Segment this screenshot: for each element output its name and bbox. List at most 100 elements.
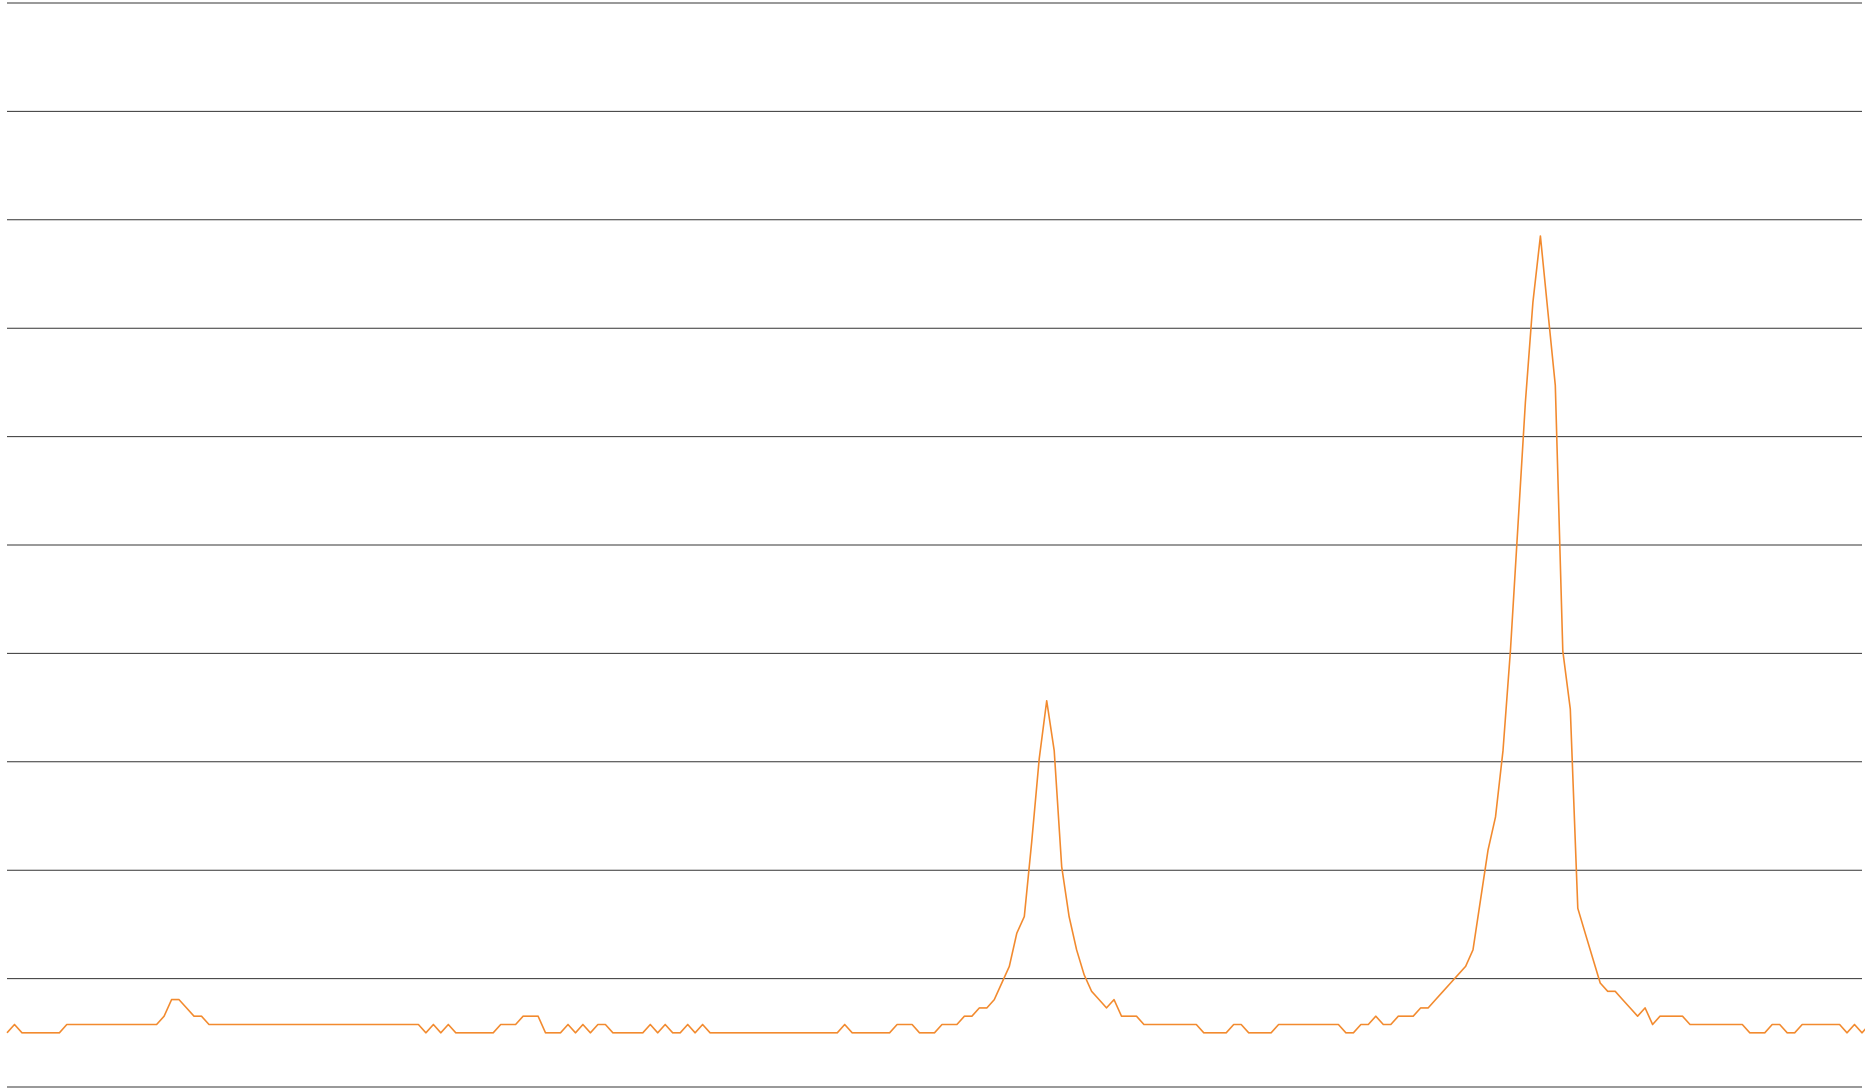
data-point bbox=[1517, 526, 1519, 528]
data-point bbox=[1510, 650, 1512, 652]
data-point bbox=[837, 1032, 839, 1034]
data-point bbox=[1412, 1015, 1414, 1017]
data-point bbox=[126, 1024, 128, 1026]
data-point bbox=[1278, 1024, 1280, 1026]
data-point bbox=[231, 1024, 233, 1026]
data-point bbox=[964, 1015, 966, 1017]
data-point bbox=[148, 1024, 150, 1026]
data-point bbox=[1704, 1024, 1706, 1026]
data-point bbox=[934, 1032, 936, 1034]
data-point bbox=[1151, 1024, 1153, 1026]
data-point bbox=[1540, 235, 1542, 237]
data-point bbox=[777, 1032, 779, 1034]
data-point bbox=[1555, 385, 1557, 387]
data-point bbox=[1390, 1024, 1392, 1026]
data-point bbox=[874, 1032, 876, 1034]
data-point bbox=[1038, 758, 1040, 760]
data-point bbox=[1203, 1032, 1205, 1034]
data-point bbox=[702, 1024, 704, 1026]
data-point bbox=[1525, 401, 1527, 403]
data-point bbox=[814, 1032, 816, 1034]
data-point bbox=[103, 1024, 105, 1026]
series-layer bbox=[6, 235, 1865, 1034]
data-point bbox=[1592, 957, 1594, 959]
data-point bbox=[732, 1032, 734, 1034]
data-point bbox=[1143, 1024, 1145, 1026]
data-point bbox=[1300, 1024, 1302, 1026]
data-point bbox=[552, 1032, 554, 1034]
data-point bbox=[1293, 1024, 1295, 1026]
data-point bbox=[1674, 1015, 1676, 1017]
data-point bbox=[994, 999, 996, 1001]
data-point bbox=[679, 1032, 681, 1034]
data-point bbox=[769, 1032, 771, 1034]
data-point bbox=[261, 1024, 263, 1026]
data-point bbox=[1345, 1032, 1347, 1034]
data-point bbox=[1495, 816, 1497, 818]
data-point bbox=[747, 1032, 749, 1034]
data-point bbox=[358, 1024, 360, 1026]
data-point bbox=[642, 1032, 644, 1034]
data-point bbox=[1016, 932, 1018, 934]
data-point bbox=[1577, 908, 1579, 910]
data-point bbox=[418, 1024, 420, 1026]
data-point bbox=[1816, 1024, 1818, 1026]
data-point bbox=[1233, 1024, 1235, 1026]
data-point bbox=[724, 1032, 726, 1034]
data-point bbox=[313, 1024, 315, 1026]
data-point bbox=[687, 1024, 689, 1026]
data-point bbox=[1846, 1032, 1848, 1034]
data-point bbox=[971, 1015, 973, 1017]
data-point bbox=[1330, 1024, 1332, 1026]
data-point bbox=[739, 1032, 741, 1034]
data-point bbox=[709, 1032, 711, 1034]
data-point bbox=[1285, 1024, 1287, 1026]
data-point bbox=[866, 1032, 868, 1034]
data-point bbox=[762, 1032, 764, 1034]
data-point bbox=[14, 1024, 16, 1026]
data-point bbox=[1442, 991, 1444, 993]
data-point bbox=[1719, 1024, 1721, 1026]
data-point bbox=[410, 1024, 412, 1026]
data-point bbox=[1801, 1024, 1803, 1026]
data-point bbox=[911, 1024, 913, 1026]
data-point bbox=[193, 1015, 195, 1017]
data-point bbox=[81, 1024, 83, 1026]
series-line bbox=[6, 235, 1865, 1034]
data-point bbox=[1128, 1015, 1130, 1017]
data-point bbox=[754, 1032, 756, 1034]
data-point bbox=[1659, 1015, 1661, 1017]
data-point bbox=[1068, 916, 1070, 918]
data-point bbox=[1375, 1015, 1377, 1017]
data-point bbox=[1457, 974, 1459, 976]
data-point bbox=[582, 1024, 584, 1026]
data-point bbox=[1098, 999, 1100, 1001]
data-point bbox=[133, 1024, 135, 1026]
data-point bbox=[51, 1032, 53, 1034]
data-point bbox=[433, 1024, 435, 1026]
data-point bbox=[635, 1032, 637, 1034]
data-point bbox=[986, 1007, 988, 1009]
data-point bbox=[156, 1024, 158, 1026]
data-point bbox=[1734, 1024, 1736, 1026]
data-point bbox=[881, 1032, 883, 1034]
data-point bbox=[403, 1024, 405, 1026]
data-point bbox=[1682, 1015, 1684, 1017]
data-point bbox=[537, 1015, 539, 1017]
data-point bbox=[1255, 1032, 1257, 1034]
data-point bbox=[500, 1024, 502, 1026]
data-point bbox=[896, 1024, 898, 1026]
data-point bbox=[1644, 1007, 1646, 1009]
data-point bbox=[1584, 932, 1586, 934]
data-point bbox=[455, 1032, 457, 1034]
data-point bbox=[1353, 1032, 1355, 1034]
data-point bbox=[1024, 916, 1026, 918]
data-point bbox=[829, 1032, 831, 1034]
data-point bbox=[395, 1024, 397, 1026]
data-point bbox=[186, 1007, 188, 1009]
data-point bbox=[784, 1032, 786, 1034]
data-point bbox=[1053, 750, 1055, 752]
data-point bbox=[350, 1024, 352, 1026]
data-point bbox=[799, 1032, 801, 1034]
data-point bbox=[1532, 302, 1534, 304]
